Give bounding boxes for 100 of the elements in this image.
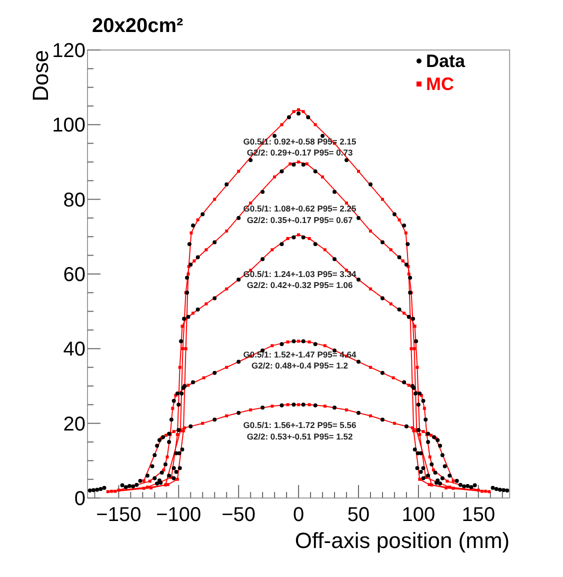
point	[178, 466, 182, 470]
point	[332, 406, 337, 410]
point	[212, 240, 217, 244]
annotation: G0.5/1: 1.56+-1.72 P95= 5.56	[243, 420, 356, 430]
point	[169, 418, 174, 422]
point	[413, 324, 416, 328]
point	[433, 470, 438, 475]
point	[174, 470, 178, 474]
point	[286, 237, 290, 240]
point	[212, 370, 217, 375]
point	[292, 339, 296, 344]
y-axis-title: Dose	[28, 50, 53, 102]
point	[421, 398, 426, 403]
point	[498, 488, 502, 492]
point	[183, 426, 186, 430]
point	[187, 242, 192, 246]
point	[270, 404, 274, 408]
point	[440, 453, 444, 458]
point	[155, 444, 160, 448]
point	[180, 447, 184, 452]
point	[369, 414, 372, 418]
point	[422, 406, 426, 410]
point	[297, 108, 300, 112]
point	[225, 230, 228, 233]
point	[369, 287, 372, 290]
point	[157, 438, 162, 442]
point	[95, 488, 100, 492]
point	[186, 314, 190, 319]
point	[313, 242, 318, 246]
chart-title: 20x20cm²	[92, 15, 184, 37]
point	[213, 198, 216, 201]
point	[200, 212, 205, 216]
point	[196, 307, 200, 312]
point	[321, 175, 324, 178]
point	[345, 408, 348, 412]
point	[181, 347, 184, 350]
point	[332, 257, 337, 262]
point	[236, 278, 241, 282]
point	[134, 482, 139, 487]
point	[380, 370, 384, 375]
point	[174, 451, 178, 456]
point	[446, 480, 449, 483]
point	[225, 414, 228, 418]
point	[192, 259, 196, 262]
point	[344, 158, 349, 162]
point	[188, 424, 193, 428]
point	[415, 466, 420, 470]
point	[172, 476, 176, 480]
point	[146, 486, 149, 489]
point	[249, 408, 252, 412]
point	[413, 391, 418, 396]
point	[357, 170, 360, 173]
point	[418, 391, 422, 396]
point	[142, 479, 146, 482]
point	[192, 312, 195, 315]
point	[204, 248, 208, 252]
point	[380, 418, 384, 422]
y-tick-label: 100	[52, 114, 86, 137]
point	[212, 296, 217, 300]
point	[164, 483, 167, 486]
point	[430, 462, 434, 466]
point	[292, 110, 296, 114]
y-tick-label: 80	[63, 189, 86, 212]
point	[292, 162, 296, 167]
point	[421, 476, 426, 480]
point	[155, 481, 160, 486]
point	[398, 218, 401, 222]
point	[416, 402, 420, 407]
point	[260, 190, 265, 194]
point	[117, 488, 120, 492]
x-tick-label: −50	[222, 504, 256, 526]
point	[411, 316, 416, 321]
point	[442, 464, 447, 468]
point	[356, 360, 361, 364]
point	[440, 476, 444, 480]
point	[102, 486, 106, 490]
point	[402, 380, 406, 384]
point	[397, 307, 402, 312]
x-axis-title: Off-axis position (mm)	[294, 528, 510, 553]
point	[323, 404, 326, 408]
point	[186, 384, 190, 387]
point	[488, 490, 491, 494]
point	[401, 259, 404, 262]
y-tick-label: 20	[63, 413, 86, 436]
point	[148, 480, 152, 483]
point	[356, 278, 361, 282]
x-tick-label: −150	[96, 504, 142, 526]
point	[412, 447, 417, 452]
point	[225, 366, 228, 369]
point	[380, 198, 384, 201]
point	[469, 485, 474, 490]
x-tick-label: 150	[462, 504, 496, 526]
point	[176, 433, 179, 436]
point	[416, 366, 419, 369]
point	[301, 162, 306, 167]
point	[280, 403, 284, 408]
point	[476, 488, 480, 492]
y-tick-label: 0	[74, 488, 86, 510]
point	[418, 433, 422, 436]
point	[236, 410, 241, 415]
